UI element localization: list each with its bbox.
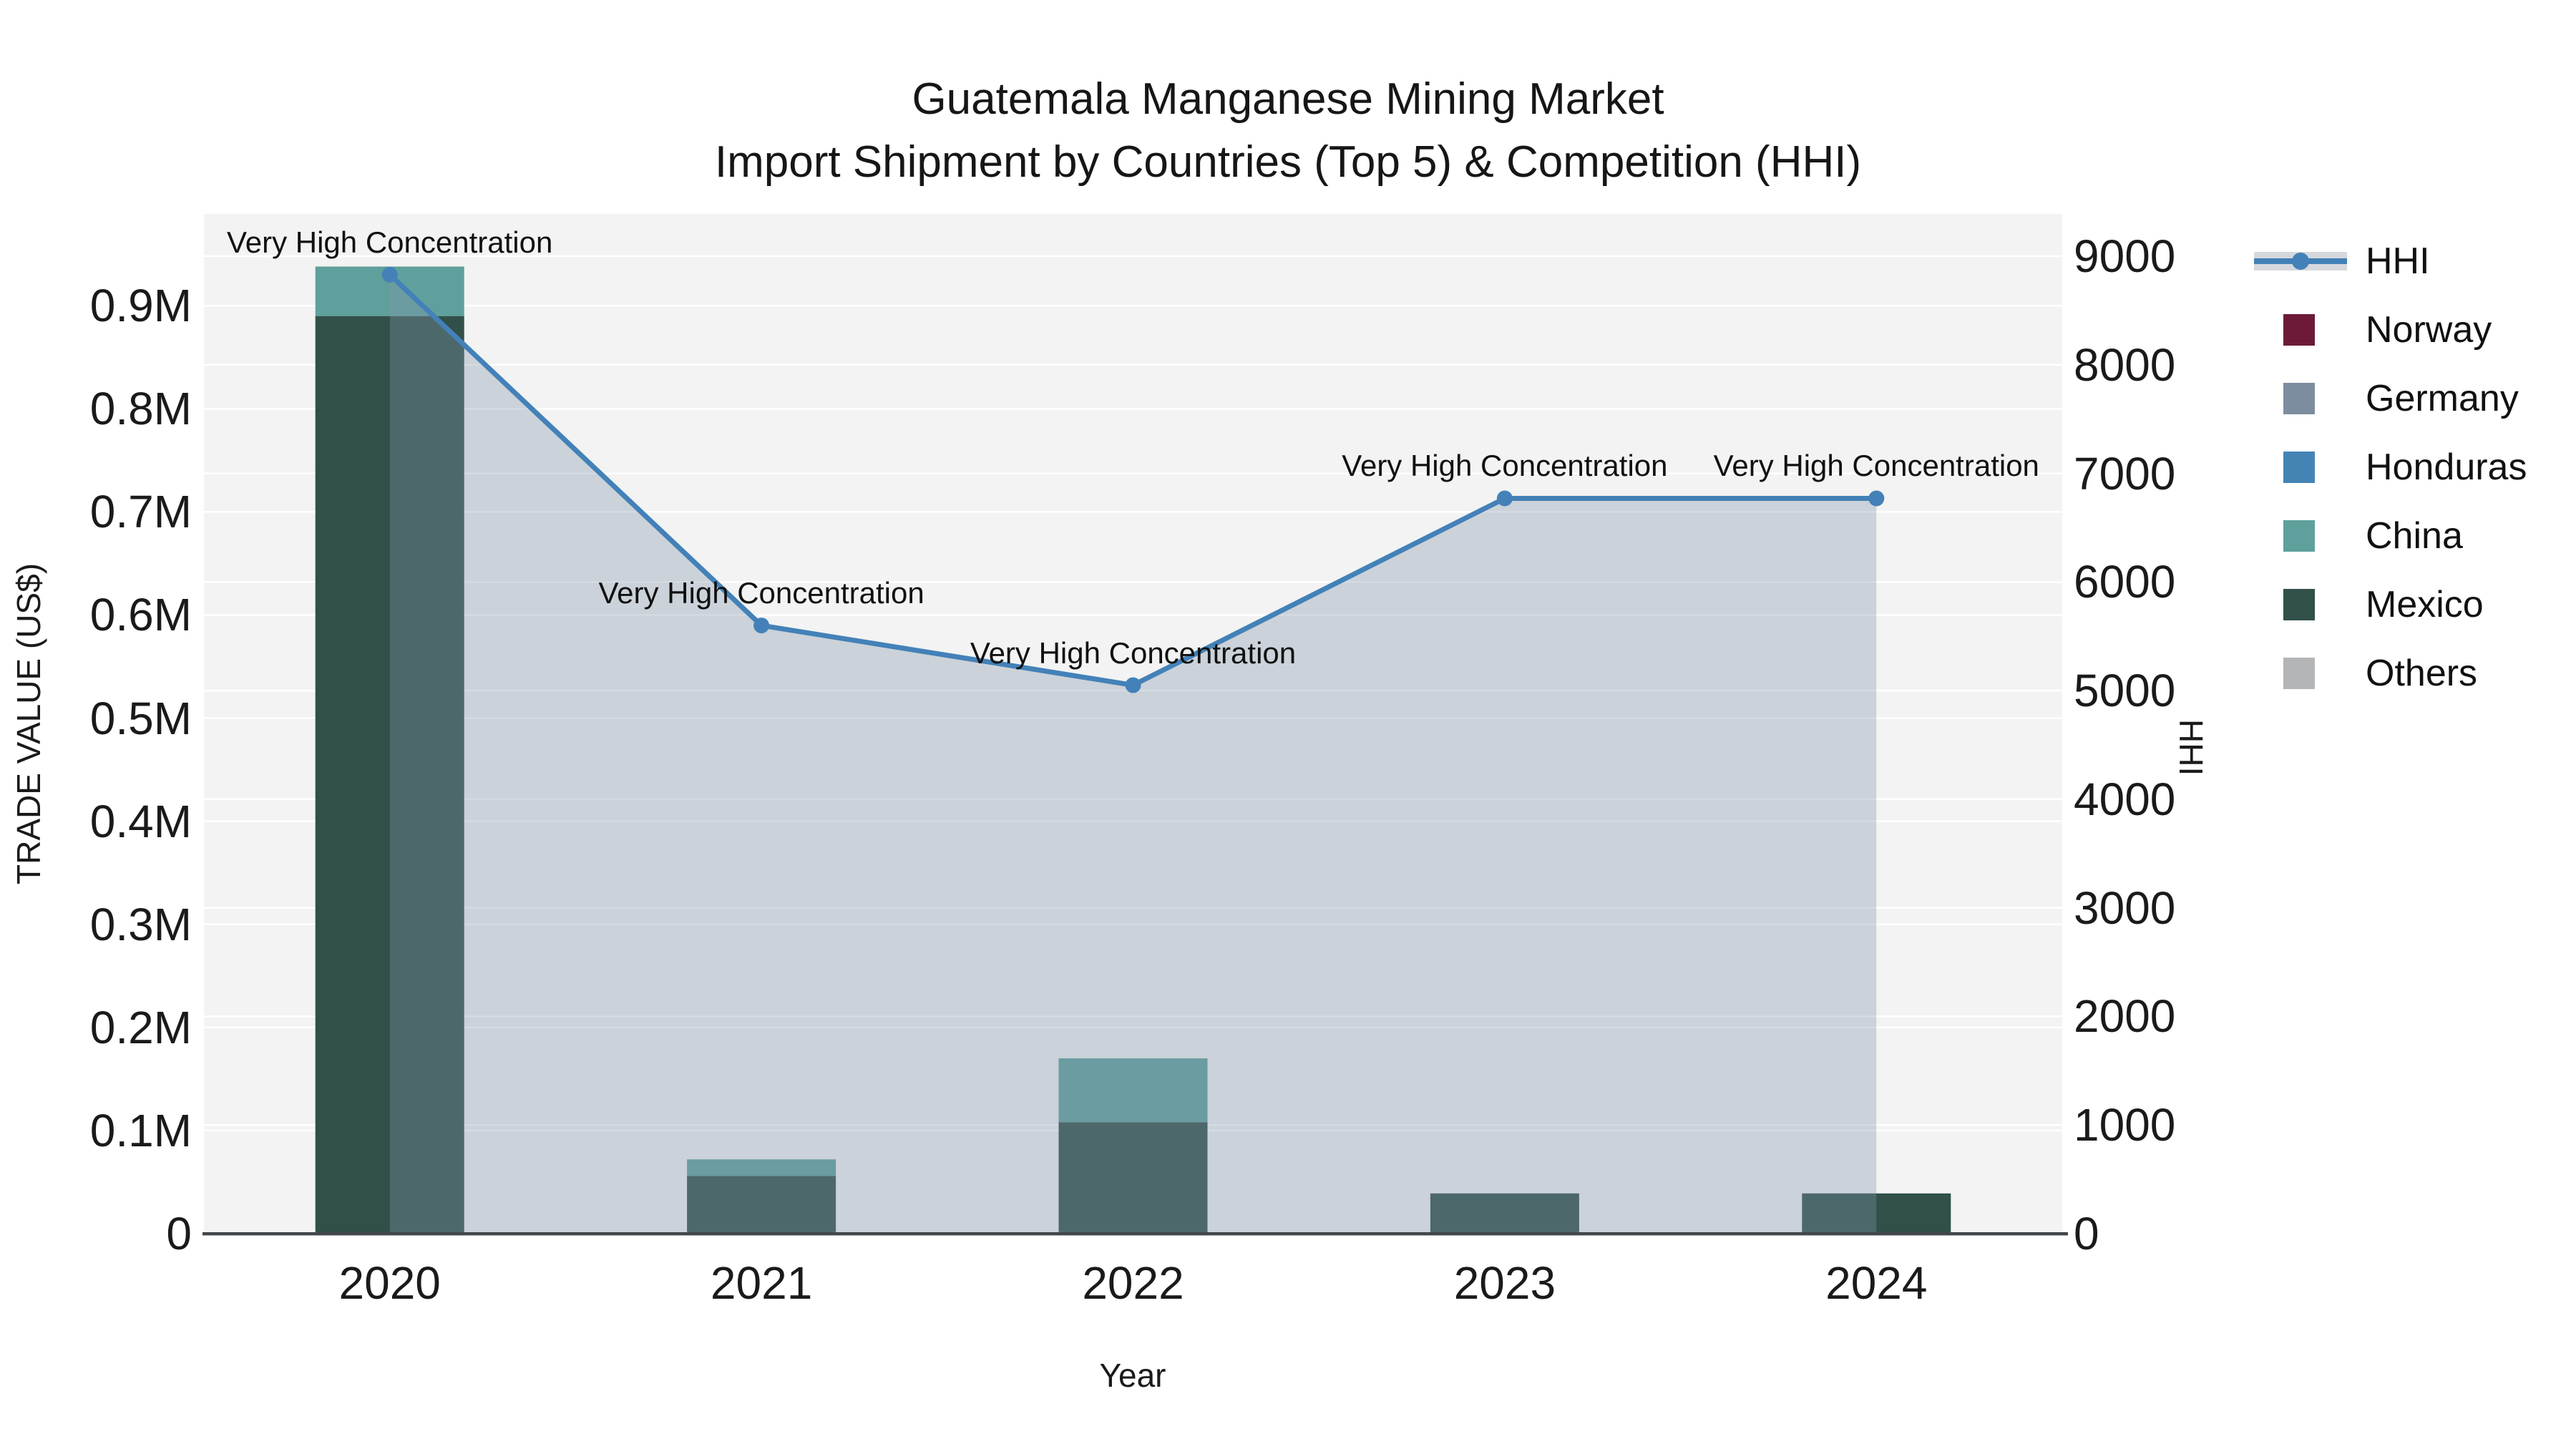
hhi-marker-2024[interactable] (1868, 490, 1885, 507)
annotation-2023: Very High Concentration (1342, 449, 1668, 483)
chart-title: Guatemala Manganese Mining Market Import… (0, 68, 2576, 194)
norway-swatch-zone (2254, 313, 2347, 347)
others-swatch-zone (2254, 656, 2347, 691)
y-left-tick-0.8M: 0.8M (89, 383, 192, 435)
legend-label-mexico: Mexico (2366, 584, 2484, 625)
y-left-tick-0.2M: 0.2M (89, 1001, 192, 1053)
y-right-tick-2000: 2000 (2074, 990, 2176, 1043)
chart-title-line2: Import Shipment by Countries (Top 5) & C… (714, 137, 1862, 187)
legend: HHI Norway Germany Honduras China Mexico Other… (2254, 227, 2527, 708)
bar-china-2021[interactable] (687, 1159, 836, 1176)
honduras-swatch-zone (2254, 450, 2347, 484)
x-tick-2024: 2024 (1825, 1257, 1928, 1309)
x-tick-2021: 2021 (710, 1257, 813, 1309)
x-tick-2022: 2022 (1082, 1257, 1184, 1309)
legend-item-hhi[interactable]: HHI (2254, 227, 2527, 296)
y-left-tick-0.1M: 0.1M (89, 1104, 192, 1156)
annotation-2022: Very High Concentration (970, 635, 1297, 670)
legend-item-honduras[interactable]: Honduras (2254, 433, 2527, 502)
hhi-marker-2021[interactable] (753, 618, 770, 634)
y-left-tick-0.6M: 0.6M (89, 589, 192, 641)
hhi-marker-2022[interactable] (1125, 677, 1141, 693)
hhi-area-fill (389, 274, 1877, 1234)
legend-label-norway: Norway (2366, 309, 2492, 351)
y-right-tick-0: 0 (2074, 1208, 2099, 1259)
color-swatch-mexico (2283, 589, 2315, 620)
hhi-marker-swatch (2292, 253, 2309, 270)
y-left-tick-0.5M: 0.5M (89, 692, 192, 744)
china-swatch-zone (2254, 519, 2347, 553)
color-swatch-china (2283, 520, 2315, 552)
y-right-tick-9000: 9000 (2074, 230, 2176, 283)
chart-title-line1: Guatemala Manganese Mining Market (912, 74, 1664, 124)
mexico-swatch-zone (2254, 587, 2347, 622)
y-right-tick-1000: 1000 (2074, 1099, 2176, 1151)
y-left-tick-0.4M: 0.4M (89, 795, 192, 847)
y-right-tick-6000: 6000 (2074, 556, 2176, 608)
annotation-2024: Very High Concentration (1713, 449, 2039, 483)
y-right-tick-7000: 7000 (2074, 447, 2176, 499)
legend-label-china: China (2366, 515, 2463, 557)
x-axis-title: Year (1099, 1357, 1166, 1394)
y-right-tick-8000: 8000 (2074, 338, 2176, 391)
y-left-tick-0.7M: 0.7M (89, 486, 192, 538)
color-swatch-germany (2283, 383, 2315, 414)
y-left-tick-0.3M: 0.3M (89, 898, 192, 950)
y-right-tick-3000: 3000 (2074, 882, 2176, 934)
y-axis-right-title: HHI (2172, 719, 2210, 776)
annotation-2021: Very High Concentration (598, 576, 924, 610)
legend-item-others[interactable]: Others (2254, 639, 2527, 708)
bar-mexico-2024[interactable] (1802, 1193, 1951, 1234)
bar-mexico-2023[interactable] (1430, 1193, 1579, 1234)
annotation-2020: Very High Concentration (227, 225, 553, 259)
legend-item-germany[interactable]: Germany (2254, 364, 2527, 433)
y-left-tick-0.9M: 0.9M (89, 280, 192, 332)
hhi-line-legend-icon (2254, 244, 2347, 278)
bar-mexico-2020[interactable] (315, 316, 464, 1234)
legend-label-honduras: Honduras (2366, 447, 2527, 488)
legend-label-germany: Germany (2366, 378, 2519, 419)
legend-label-hhi: HHI (2366, 240, 2430, 282)
y-left-tick-0: 0 (166, 1208, 192, 1259)
germany-swatch-zone (2254, 381, 2347, 416)
legend-item-china[interactable]: China (2254, 502, 2527, 570)
y-axis-left-title: TRADE VALUE (US$) (10, 562, 47, 884)
color-swatch-others (2283, 658, 2315, 689)
color-swatch-norway (2283, 314, 2315, 346)
legend-item-norway[interactable]: Norway (2254, 296, 2527, 364)
x-tick-2023: 2023 (1453, 1257, 1556, 1309)
y-right-tick-5000: 5000 (2074, 665, 2176, 717)
x-axis-line (203, 1232, 2068, 1236)
bar-china-2022[interactable] (1058, 1058, 1208, 1123)
bar-mexico-2022[interactable] (1058, 1122, 1208, 1234)
y-right-tick-4000: 4000 (2074, 773, 2176, 825)
bar-mexico-2021[interactable] (687, 1176, 836, 1234)
hhi-marker-2020[interactable] (381, 266, 398, 283)
legend-label-others: Others (2366, 653, 2478, 694)
x-tick-2020: 2020 (338, 1257, 441, 1309)
legend-item-mexico[interactable]: Mexico (2254, 570, 2527, 639)
color-swatch-honduras (2283, 452, 2315, 483)
hhi-marker-2023[interactable] (1496, 490, 1513, 507)
